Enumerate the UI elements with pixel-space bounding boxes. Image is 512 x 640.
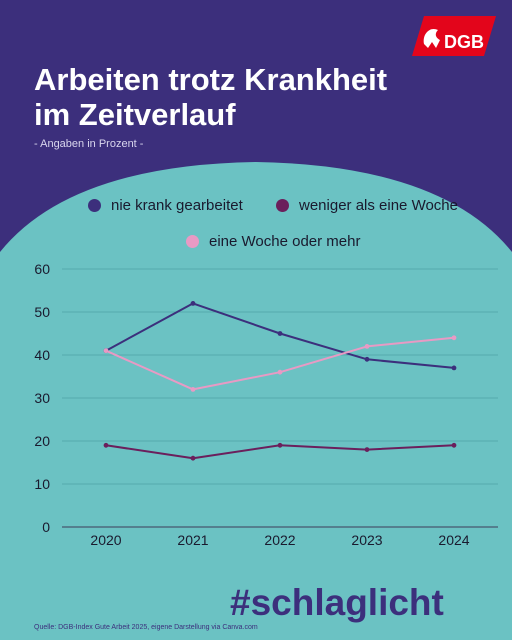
subtitle: - Angaben in Prozent - [34,138,144,150]
data-point-weniger-woche-2020 [103,442,109,448]
y-tick-label-30: 30 [34,390,50,406]
x-tick-label-2024: 2024 [438,532,469,548]
legend-label-woche-mehr: eine Woche oder mehr [209,233,361,250]
x-tick-label-2022: 2022 [264,532,295,548]
data-point-weniger-woche-2021 [190,455,196,461]
legend-label-weniger-woche: weniger als eine Woche [299,197,458,214]
legend-dot-woche-mehr [186,235,199,248]
legend-label-nie-krank: nie krank gearbeitet [111,197,243,214]
y-tick-label-40: 40 [34,347,50,363]
logo-red-shape [412,16,496,56]
page-title: Arbeiten trotz Krankheit im Zeitverlauf [34,62,494,132]
y-tick-label-10: 10 [34,476,50,492]
legend-item-weniger-woche: weniger als eine Woche [276,197,458,214]
data-point-woche-mehr-2021 [190,387,196,392]
data-point-woche-mehr-2023 [364,344,370,349]
title-line-1: Arbeiten trotz Krankheit [34,62,388,97]
data-point-woche-mehr-2022 [277,369,283,375]
y-tick-label-50: 50 [34,304,50,320]
data-point-weniger-woche-2023 [364,447,370,452]
data-point-nie-krank-2024 [451,365,457,371]
data-point-weniger-woche-2022 [277,442,283,448]
data-point-nie-krank-2022 [277,331,283,336]
y-tick-label-60: 60 [34,261,50,277]
logo-text: DGB [444,32,484,52]
x-tick-label-2021: 2021 [177,532,208,548]
title-line-2: im Zeitverlauf [34,97,236,132]
data-point-nie-krank-2023 [364,356,370,362]
data-point-nie-krank-2021 [190,301,196,306]
legend-item-nie-krank: nie krank gearbeitet [88,197,243,214]
x-tick-label-2020: 2020 [90,532,121,548]
dgb-logo: DGB [412,16,496,56]
y-tick-label-20: 20 [34,433,50,449]
legend-dot-nie-krank [88,199,101,212]
legend-dot-weniger-woche [276,199,289,212]
hashtag: #schlaglicht [230,582,444,623]
data-point-woche-mehr-2024 [451,335,457,341]
legend-item-woche-mehr: eine Woche oder mehr [186,233,360,250]
x-tick-label-2023: 2023 [351,532,382,548]
y-tick-label-0: 0 [42,519,50,535]
data-point-weniger-woche-2024 [451,442,457,448]
data-point-woche-mehr-2020 [103,348,109,354]
source-note: Quelle: DGB-Index Gute Arbeit 2025, eige… [34,624,258,631]
logo-horse-icon [423,28,440,48]
